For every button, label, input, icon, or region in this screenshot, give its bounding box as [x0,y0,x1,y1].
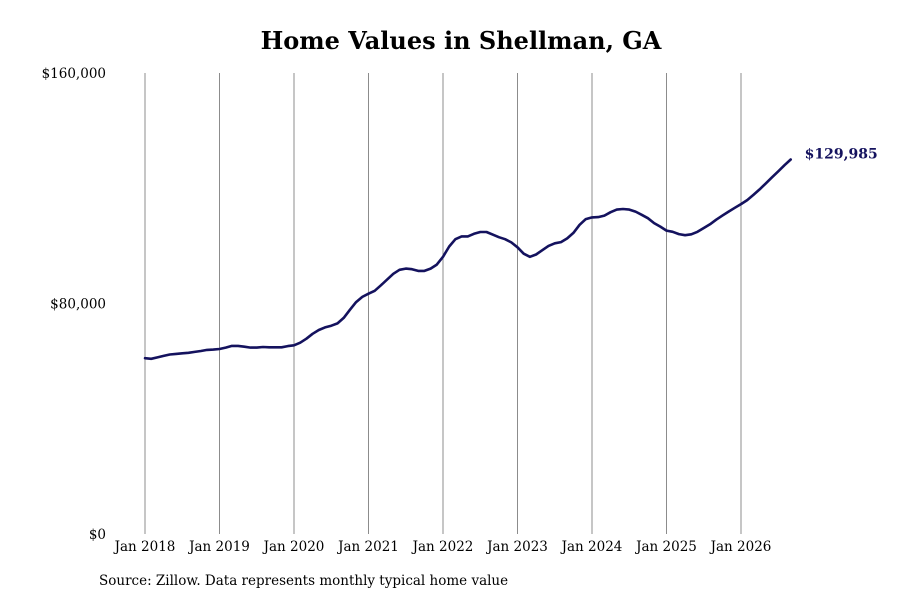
end-value-label: $129,985 [805,146,878,162]
gridlines [144,73,742,534]
x-tick-label: Jan 2026 [709,539,772,555]
y-tick-label: $0 [89,527,106,543]
x-tick-label: Jan 2024 [560,539,623,555]
x-tick-label: Jan 2021 [336,539,399,555]
x-tick-label: Jan 2022 [411,539,474,555]
x-tick-label: Jan 2018 [113,539,176,555]
home-value-line [143,158,792,361]
x-tick-label: Jan 2020 [262,539,325,555]
x-tick-label: Jan 2023 [485,539,548,555]
source-note: Source: Zillow. Data represents monthly … [99,573,509,589]
y-tick-label: $160,000 [42,66,106,82]
y-tick-label: $80,000 [50,297,106,313]
x-axis-tick-labels: Jan 2018 Jan 2019 Jan 2020 Jan 2021 Jan 2022… [113,539,772,555]
chart-title: Home Values in Shellman, GA [260,26,662,55]
x-tick-label: Jan 2019 [187,539,250,555]
x-tick-label: Jan 2025 [634,539,697,555]
y-axis-tick-labels: $0 $80,000 $160,000 [42,66,106,543]
